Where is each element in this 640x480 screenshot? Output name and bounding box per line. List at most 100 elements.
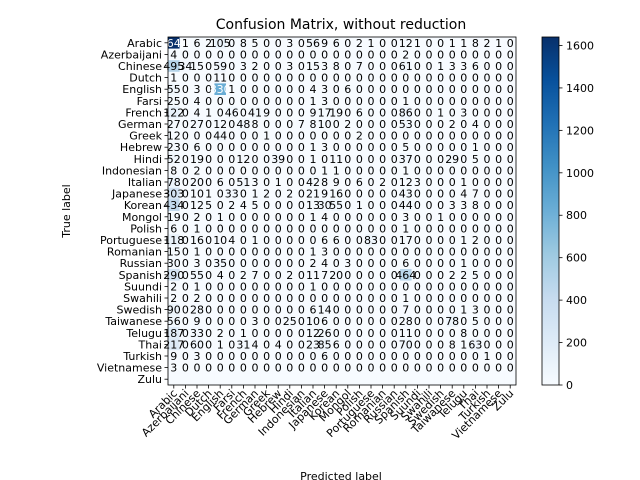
heatmap-cell xyxy=(492,350,505,363)
heatmap-cell xyxy=(260,106,273,119)
cell-value-label: 0 xyxy=(182,153,189,166)
heatmap-cell xyxy=(423,48,436,61)
cell-value-label: 0 xyxy=(298,106,305,119)
heatmap-cell xyxy=(226,280,238,293)
heatmap-cell xyxy=(353,60,366,73)
heatmap-cell xyxy=(423,129,436,142)
cell-value-label: 434 xyxy=(163,199,184,212)
heatmap-cell xyxy=(318,211,331,223)
heatmap-cell xyxy=(214,211,227,223)
heatmap-cell xyxy=(272,211,285,223)
cell-value-label: 0 xyxy=(194,130,201,143)
heatmap-cell xyxy=(423,187,436,200)
cell-value-label: 0 xyxy=(426,362,433,375)
heatmap-cell xyxy=(330,129,343,142)
cell-value-label: 0 xyxy=(252,130,259,143)
heatmap-cell xyxy=(446,129,459,142)
cell-value-label: 0 xyxy=(344,48,351,61)
heatmap-cell xyxy=(458,222,470,235)
cell-value-label: 0 xyxy=(205,292,212,305)
cell-value-label: 0 xyxy=(298,327,305,340)
cell-value-label: 0 xyxy=(437,176,444,189)
heatmap-cell xyxy=(388,280,401,293)
cell-value-label: 9 xyxy=(321,188,328,201)
heatmap-cell xyxy=(388,187,401,200)
cell-value-label: 0 xyxy=(460,362,467,375)
heatmap-cell xyxy=(446,60,459,73)
cell-value-label: 0 xyxy=(240,106,247,119)
cell-value-label: 6 xyxy=(194,141,201,154)
cell-value-label: 7 xyxy=(298,118,305,131)
cell-value-label: 4 xyxy=(321,211,328,224)
heatmap-cell xyxy=(330,234,343,247)
cell-value-label: 0 xyxy=(356,315,363,328)
cell-value-label: 0 xyxy=(240,188,247,201)
heatmap-cell xyxy=(202,187,215,200)
cell-value-label: 0 xyxy=(460,350,467,363)
cell-value-label: 0 xyxy=(507,188,514,201)
heatmap-cell xyxy=(411,187,424,200)
cell-value-label: 0 xyxy=(437,48,444,61)
heatmap-cell xyxy=(295,176,308,189)
heatmap-cell xyxy=(388,118,401,131)
colorbar-tick-label: 1400 xyxy=(566,82,594,95)
cell-value-label: 0 xyxy=(379,83,386,96)
cell-value-label: 0 xyxy=(391,72,398,85)
cell-value-label: 0 xyxy=(437,130,444,143)
cell-value-label: 0 xyxy=(333,280,340,293)
cell-value-label: 48 xyxy=(236,118,250,131)
cell-value-label: 0 xyxy=(507,83,514,96)
cell-value-label: 0 xyxy=(484,222,491,235)
cell-value-label: 85 xyxy=(318,338,332,351)
cell-value-label: 0 xyxy=(437,188,444,201)
heatmap-cell xyxy=(492,315,505,328)
heatmap-cell xyxy=(237,199,250,212)
heatmap-cell xyxy=(353,153,366,165)
cell-value-label: 0 xyxy=(426,257,433,270)
cell-value-label: 0 xyxy=(460,222,467,235)
heatmap-cell xyxy=(307,164,320,177)
heatmap-cell xyxy=(168,83,180,96)
cell-value-label: 0 xyxy=(356,118,363,131)
cell-value-label: 0 xyxy=(507,222,514,235)
cell-value-label: 0 xyxy=(449,234,456,247)
heatmap-cell xyxy=(226,303,238,316)
heatmap-cell xyxy=(400,164,412,177)
heatmap-cell xyxy=(249,222,262,235)
y-tick-label: Suundi xyxy=(124,280,162,293)
heatmap-cell xyxy=(318,327,331,339)
cell-value-label: 25 xyxy=(283,315,297,328)
heatmap-cell xyxy=(469,164,482,177)
heatmap-cell xyxy=(179,257,192,270)
cell-value-label: 35 xyxy=(213,257,227,270)
heatmap-cell xyxy=(353,361,366,374)
heatmap-cell xyxy=(307,350,320,363)
cell-value-label: 0 xyxy=(391,37,398,50)
y-tick-label: Chinese xyxy=(118,60,162,73)
heatmap-cell xyxy=(365,222,378,235)
cell-value-label: 5 xyxy=(205,199,212,212)
cell-value-label: 0 xyxy=(495,257,502,270)
heatmap-cell xyxy=(295,373,308,386)
cell-value-label: 0 xyxy=(298,350,305,363)
heatmap-cell xyxy=(272,141,285,154)
cell-value-label: 0 xyxy=(368,211,375,224)
heatmap-cell xyxy=(237,60,250,73)
heatmap-cell xyxy=(400,303,412,316)
heatmap-cell xyxy=(446,48,459,61)
heatmap-cell xyxy=(365,141,378,154)
cell-value-label: 6 xyxy=(321,315,328,328)
heatmap-cell xyxy=(446,187,459,200)
heatmap-cell xyxy=(307,373,320,386)
cell-value-label: 0 xyxy=(240,257,247,270)
heatmap-cell xyxy=(237,245,250,258)
cell-value-label: 0 xyxy=(228,37,235,50)
cell-value-label: 0 xyxy=(344,95,351,108)
cell-value-label: 0 xyxy=(437,83,444,96)
cell-value-label: 0 xyxy=(356,280,363,293)
cell-value-label: 0 xyxy=(228,315,235,328)
cell-value-label: 0 xyxy=(217,106,224,119)
heatmap-cell xyxy=(400,95,412,107)
cell-value-label: 0 xyxy=(507,48,514,61)
cell-value-label: 0 xyxy=(275,37,282,50)
